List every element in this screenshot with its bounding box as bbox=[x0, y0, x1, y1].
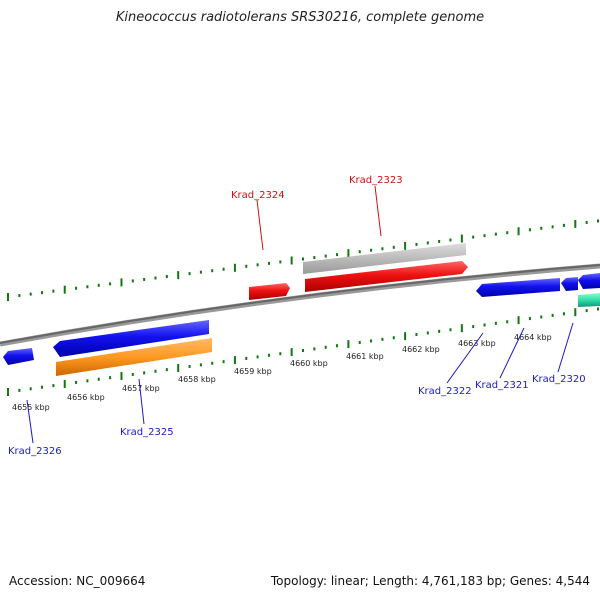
kbp-label: 4658 kbp bbox=[178, 375, 216, 384]
gene-blue-left[interactable] bbox=[53, 320, 209, 357]
leader-krad-2321 bbox=[499, 327, 525, 379]
gene-krad-2322[interactable] bbox=[476, 278, 560, 297]
genome-backbone-shade bbox=[0, 264, 600, 344]
kbp-label: 4656 kbp bbox=[67, 393, 105, 402]
kbp-label: 4662 kbp bbox=[402, 345, 440, 354]
label-krad-2320: Krad_2320 bbox=[532, 374, 586, 385]
orange-feature-krad-2325[interactable] bbox=[56, 338, 212, 376]
kbp-label: 4664 kbp bbox=[514, 333, 552, 342]
kbp-label: 4655 kbp bbox=[12, 403, 50, 412]
genome-stats-text: Topology: linear; Length: 4,761,183 bp; … bbox=[270, 574, 590, 588]
kbp-axis-labels: 4655 kbp 4656 kbp 4657 kbp 4658 kbp 4659… bbox=[12, 333, 552, 412]
gene-krad-2326[interactable] bbox=[3, 348, 34, 365]
genome-backbone bbox=[0, 263, 600, 347]
gene-krad-2323[interactable] bbox=[305, 261, 468, 292]
label-krad-2325: Krad_2325 bbox=[120, 427, 174, 438]
leader-krad-2325 bbox=[138, 378, 145, 425]
lower-tick-row bbox=[7, 307, 599, 396]
gene-krad-2320-part[interactable] bbox=[578, 273, 600, 289]
label-krad-2324: Krad_2324 bbox=[231, 190, 285, 201]
gene-labels: Krad_2326 Krad_2325 Krad_2324 Krad_2323 … bbox=[8, 175, 586, 457]
label-krad-2323: Krad_2323 bbox=[349, 175, 403, 186]
gene-krad-2324[interactable] bbox=[249, 283, 290, 300]
kbp-label: 4663 kbp bbox=[458, 339, 496, 348]
leader-krad-2320 bbox=[557, 322, 574, 373]
gene-krad-2321[interactable] bbox=[561, 277, 578, 291]
leader-krad-2326 bbox=[26, 399, 34, 444]
label-krad-2322: Krad_2322 bbox=[418, 386, 472, 397]
map-title: Kineococcus radiotolerans SRS30216, comp… bbox=[115, 10, 485, 25]
upper-tick-row bbox=[7, 219, 599, 301]
grey-feature[interactable] bbox=[303, 243, 466, 274]
kbp-label: 4660 kbp bbox=[290, 359, 328, 368]
kbp-label: 4659 kbp bbox=[234, 367, 272, 376]
label-krad-2321: Krad_2321 bbox=[475, 380, 529, 391]
label-krad-2326: Krad_2326 bbox=[8, 446, 62, 457]
kbp-label: 4661 kbp bbox=[346, 352, 384, 361]
teal-feature[interactable] bbox=[578, 293, 600, 307]
leader-krad-2323 bbox=[374, 185, 382, 237]
accession-text: Accession: NC_009664 bbox=[9, 574, 146, 588]
kbp-label: 4657 kbp bbox=[122, 384, 160, 393]
leader-krad-2324 bbox=[256, 199, 264, 251]
leader-krad-2322 bbox=[446, 332, 484, 384]
